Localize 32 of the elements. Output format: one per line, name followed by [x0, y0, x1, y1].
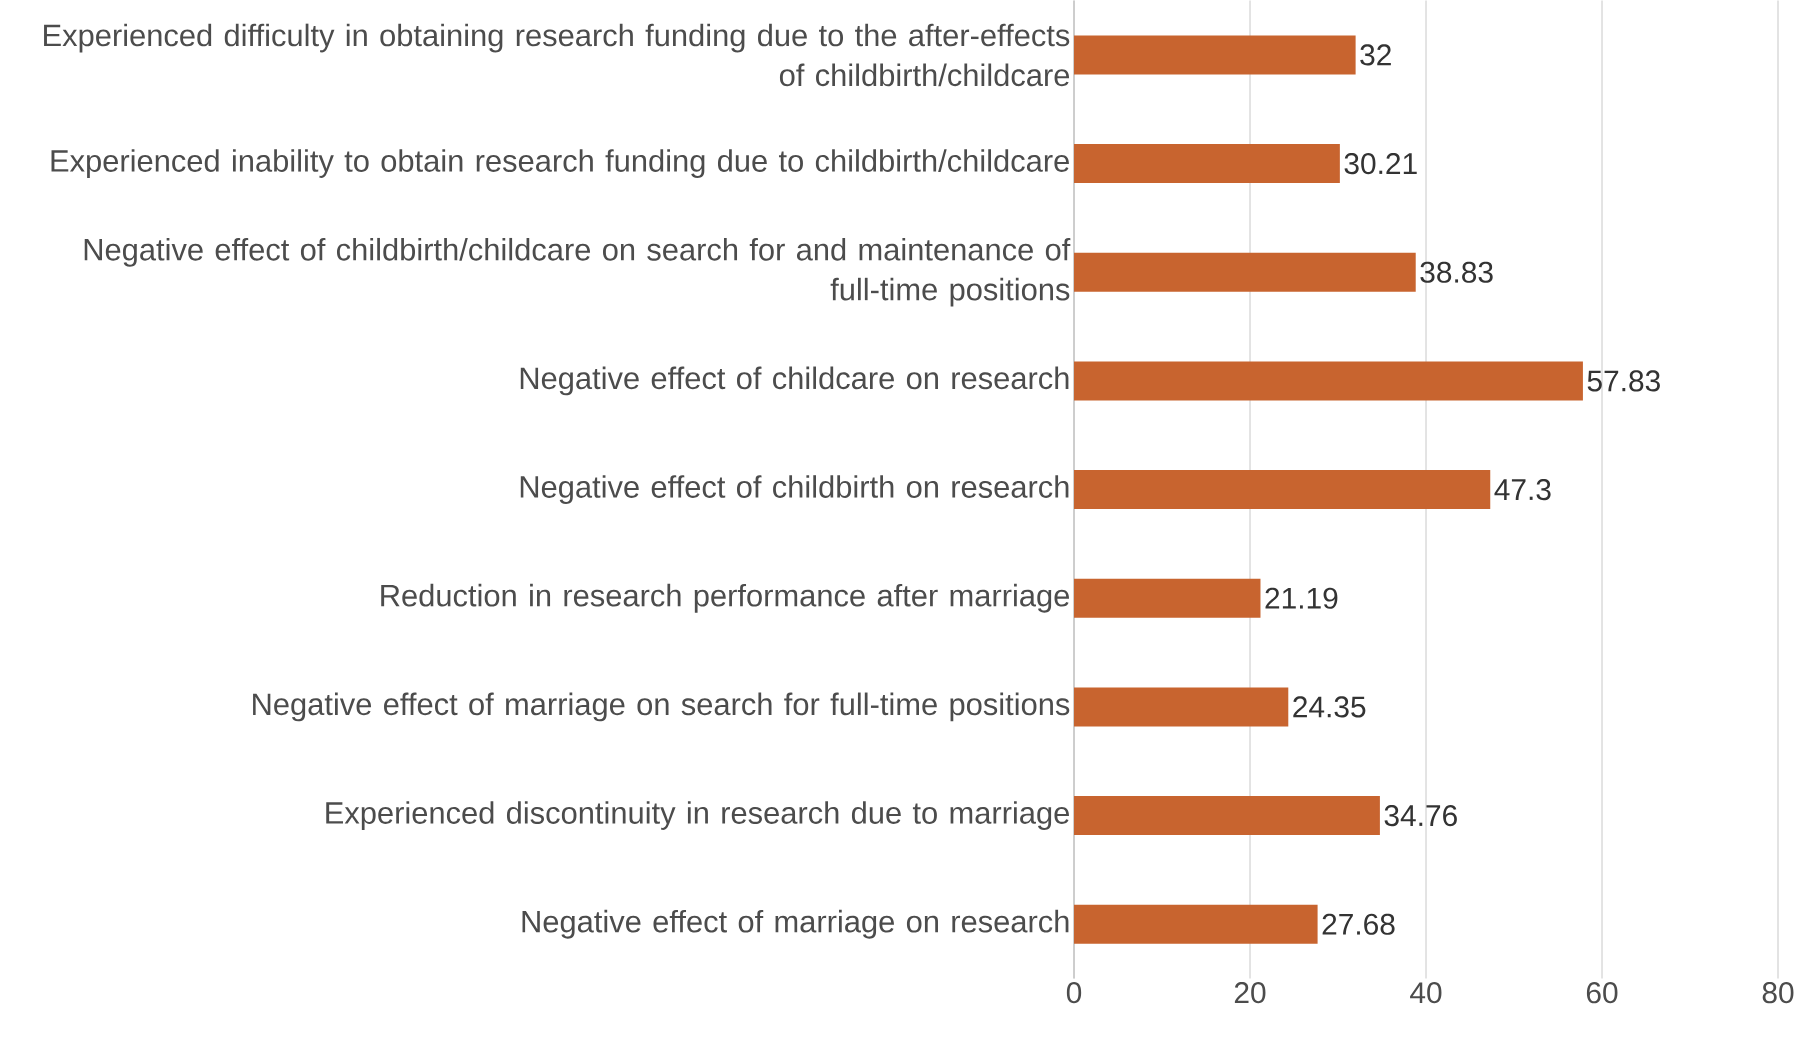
bar — [1074, 361, 1583, 401]
y-tick-label: Negative effect of childcare on research — [520, 366, 1069, 396]
x-tick-label: 80 — [1762, 982, 1794, 1004]
y-tick-label: Negative effect of childbirth on research — [520, 475, 1069, 505]
y-tick-label: Experienced discontinuity in research due to marriage — [326, 801, 1069, 831]
data-label: 30.21 — [1344, 153, 1417, 175]
data-label: 34.76 — [1384, 805, 1457, 827]
bar — [1074, 687, 1289, 727]
data-label: 21.19 — [1265, 587, 1338, 610]
x-tick-label: 60 — [1586, 982, 1618, 1004]
bar — [1074, 252, 1416, 292]
x-tick-label: 40 — [1410, 982, 1442, 1004]
y-tick-label: Negative effect of marriage on research — [522, 910, 1069, 939]
y-tick-label: Negative effect of marriage on search for full-time positions — [253, 692, 1070, 722]
y-tick-label: Experienced inability to obtain research funding due to childbirth/childcare — [51, 149, 1069, 179]
data-label: 32 — [1360, 44, 1391, 66]
data-label: 24.35 — [1293, 696, 1366, 718]
bar — [1074, 904, 1318, 944]
y-tick-label: Negative effect of childbirth/childcare on search for and maintenance of full-time positions — [84, 238, 1071, 307]
y-tick-label: Experienced difficulty in obtaining research funding due to the after-effects of childbirth/childcare — [44, 23, 1070, 87]
data-label: 47.3 — [1494, 479, 1551, 501]
y-tick-label: Reduction in research performance after marriage — [381, 584, 1069, 613]
x-tick-label: 0 — [1066, 982, 1082, 1004]
data-label: 38.83 — [1420, 261, 1493, 284]
x-tick-label: 20 — [1234, 982, 1266, 1004]
bar — [1074, 144, 1340, 184]
bar — [1074, 470, 1491, 510]
data-label: 57.83 — [1587, 370, 1660, 392]
bar — [1074, 35, 1356, 75]
data-label: 27.68 — [1322, 913, 1395, 936]
bar — [1074, 796, 1380, 836]
bar — [1074, 578, 1261, 618]
